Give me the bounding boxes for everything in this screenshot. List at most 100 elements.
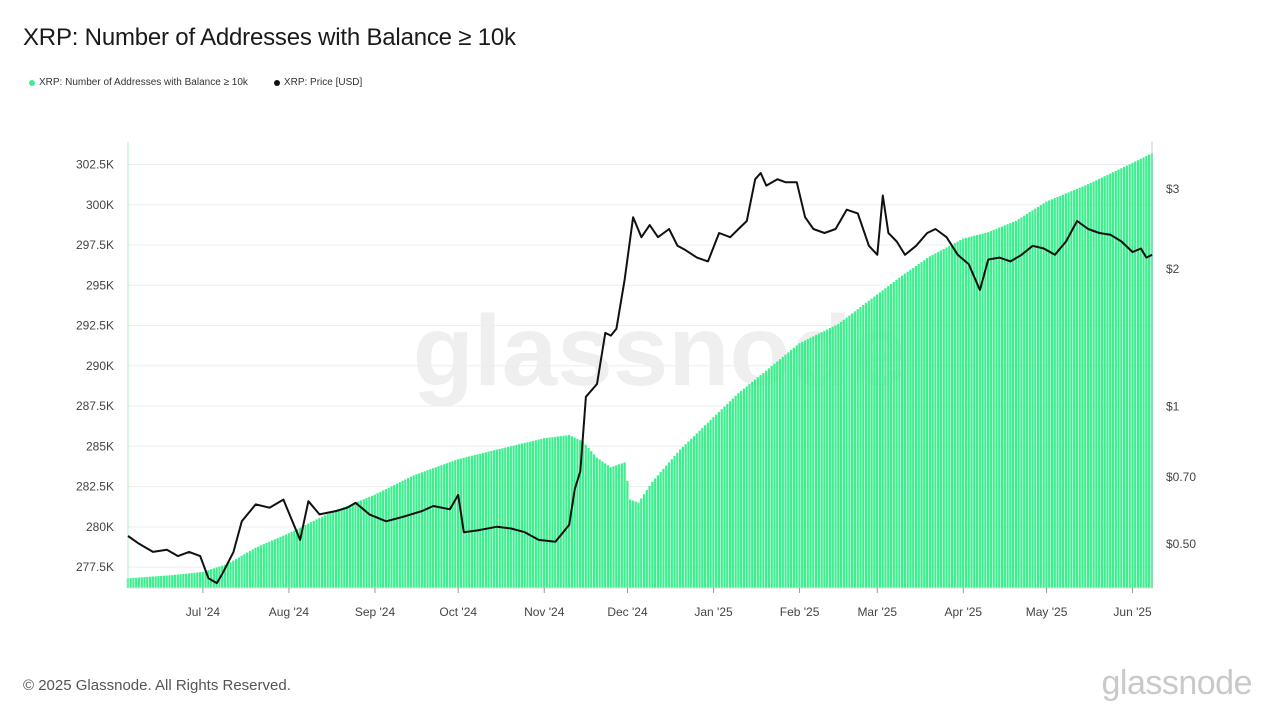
address-bar	[903, 273, 906, 588]
address-bar	[1011, 222, 1015, 588]
address-bar	[1000, 226, 1004, 588]
address-bar	[681, 446, 684, 588]
address-bar	[140, 577, 143, 588]
address-bar	[548, 437, 551, 588]
address-bar	[887, 286, 890, 588]
address-bar	[776, 361, 779, 588]
address-bar	[698, 430, 701, 588]
address-bar	[734, 395, 737, 588]
x-tick-label: Oct '24	[439, 605, 477, 619]
address-bar	[989, 231, 993, 588]
address-bar	[129, 578, 132, 588]
address-bar	[751, 381, 754, 588]
address-bar	[1123, 166, 1126, 589]
address-bar	[379, 491, 382, 588]
address-bar	[762, 372, 765, 588]
address-bar	[1003, 225, 1006, 588]
address-bar	[959, 240, 962, 588]
address-bar	[1039, 205, 1042, 588]
address-bar	[373, 494, 376, 588]
address-bar	[906, 271, 909, 588]
address-bar	[787, 352, 790, 588]
address-bar	[246, 552, 249, 588]
address-bar	[368, 496, 371, 588]
address-bar	[259, 545, 263, 588]
address-bar	[312, 520, 315, 588]
address-bar	[1075, 188, 1079, 588]
address-bar	[1067, 192, 1070, 588]
address-bar	[296, 529, 299, 588]
address-bar	[1089, 182, 1092, 588]
address-bar	[665, 465, 668, 588]
address-bar	[432, 468, 435, 588]
y-left-tick-label: 292.5K	[76, 319, 114, 333]
address-bar	[676, 452, 679, 588]
address-bar	[190, 573, 193, 588]
address-bar	[1034, 208, 1037, 589]
address-bar	[357, 501, 360, 588]
address-bar	[459, 458, 462, 588]
address-bar	[742, 388, 746, 588]
address-bar	[1020, 217, 1023, 589]
address-bar	[781, 356, 784, 588]
address-bar	[659, 472, 662, 588]
address-bar	[376, 493, 379, 588]
address-bar	[654, 478, 657, 588]
address-bar	[1125, 165, 1128, 588]
address-bar	[923, 260, 926, 588]
address-bar	[620, 463, 623, 588]
address-bar	[978, 234, 981, 589]
address-bar	[185, 573, 188, 588]
address-bar	[834, 325, 837, 588]
address-bar	[1048, 200, 1051, 588]
address-bar	[329, 512, 332, 588]
address-bar	[1114, 170, 1117, 588]
address-bar	[221, 565, 224, 588]
address-bar	[642, 494, 646, 588]
address-bar	[351, 503, 354, 588]
address-bar	[307, 523, 310, 588]
address-bar	[265, 542, 268, 588]
address-bar	[1147, 154, 1151, 588]
address-bar	[193, 572, 196, 588]
address-bar	[332, 511, 335, 588]
address-bar	[848, 315, 851, 588]
address-bar	[939, 250, 943, 589]
address-bar	[706, 422, 709, 588]
address-bar	[215, 567, 218, 588]
address-bar	[1139, 158, 1142, 588]
address-bar	[290, 531, 293, 588]
address-bar	[567, 435, 571, 588]
legend-item-addresses[interactable]: XRP: Number of Addresses with Balance ≥ …	[29, 77, 248, 88]
address-bar	[703, 425, 707, 588]
legend-item-price[interactable]: XRP: Price [USD]	[273, 77, 363, 88]
address-bar	[964, 237, 968, 588]
address-bar	[448, 462, 451, 588]
address-bar	[490, 450, 493, 588]
address-bar	[545, 437, 549, 588]
address-bar	[395, 483, 399, 588]
address-bar	[701, 428, 704, 588]
address-bar	[1084, 185, 1087, 588]
address-bar	[318, 518, 321, 588]
address-bar	[354, 502, 357, 588]
address-bar	[443, 464, 446, 588]
address-bar	[520, 443, 524, 588]
address-bar	[684, 444, 687, 588]
address-bar	[673, 455, 676, 588]
address-bar	[1134, 161, 1137, 588]
address-bar	[931, 254, 934, 589]
address-bar	[495, 449, 499, 588]
address-bar	[429, 469, 432, 588]
address-bar	[437, 466, 440, 588]
legend-label-price: XRP: Price [USD]	[283, 77, 363, 88]
x-tick-label: Jan '25	[694, 605, 733, 619]
address-bar	[506, 446, 510, 588]
address-bar	[382, 490, 385, 588]
address-bar	[1120, 168, 1123, 588]
address-bar	[615, 465, 618, 588]
address-bar	[853, 311, 857, 588]
address-bar	[484, 452, 487, 588]
address-bar	[814, 334, 818, 588]
